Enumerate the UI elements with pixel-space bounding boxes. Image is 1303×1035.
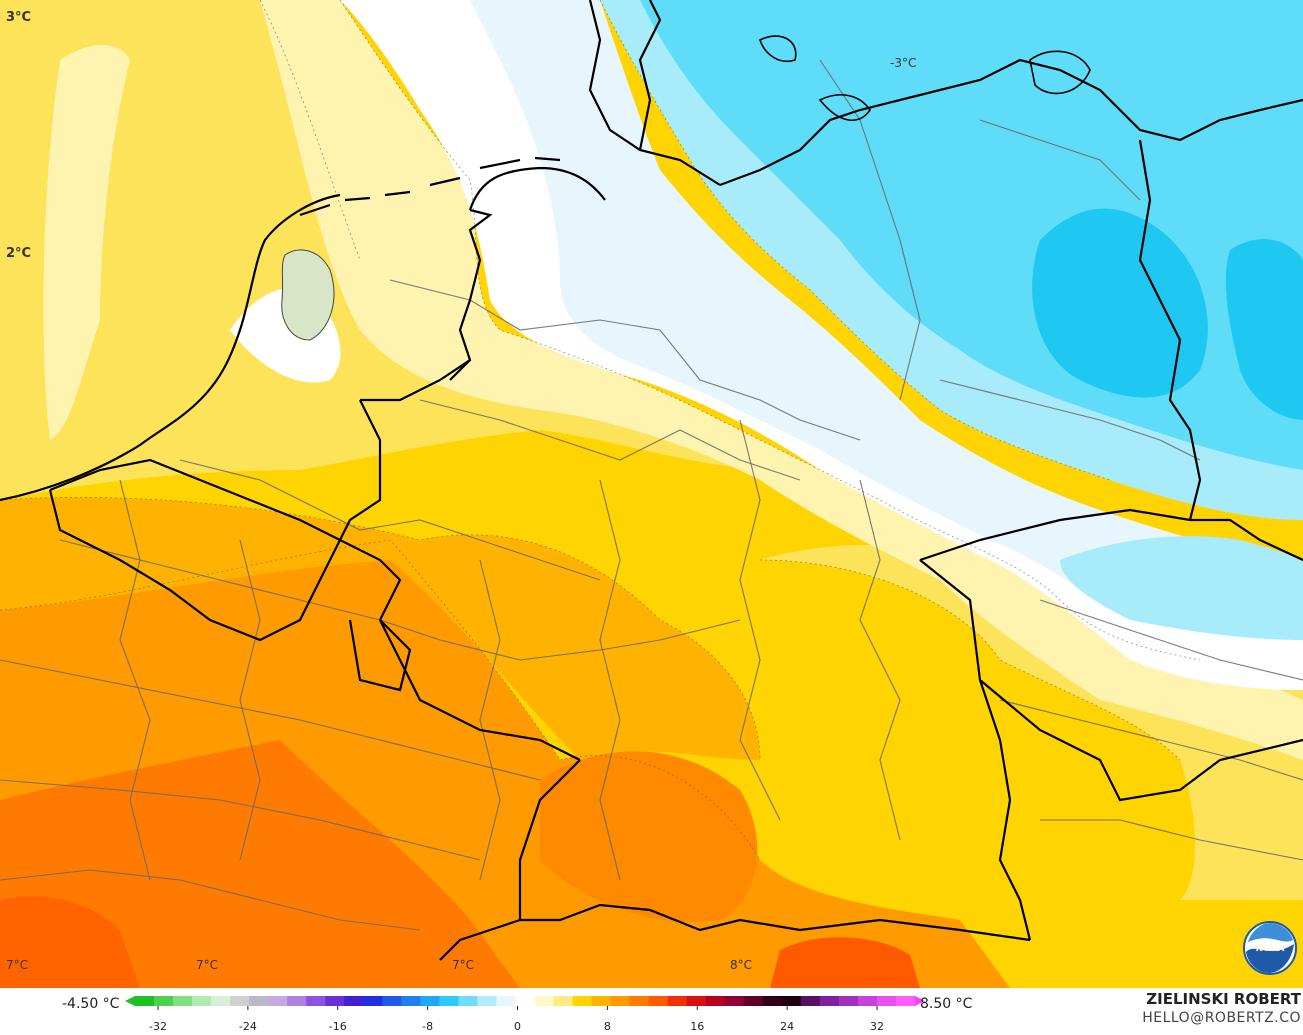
colorbar-swatch: [838, 996, 859, 1006]
contour-label-east: 8°C: [730, 958, 753, 972]
colorbar-swatches: [135, 996, 916, 1006]
contour-label-cold: -3°C: [890, 56, 917, 70]
colorbar-swatch: [230, 996, 250, 1006]
colorbar-swatch: [591, 996, 612, 1006]
ijsselmeer: [281, 249, 335, 341]
colorbar-tick-label: 0: [514, 1020, 521, 1033]
colorbar-swatch: [667, 996, 688, 1006]
colorbar-tick-label: 24: [780, 1020, 794, 1033]
colorbar-tick-label: 32: [870, 1020, 884, 1033]
colorbar-swatch: [553, 996, 574, 1006]
colorbar-swatch: [477, 996, 497, 1006]
colorbar-swatch: [363, 996, 383, 1006]
branding: ZIELINSKI ROBERT HELLO@ROBERTZ.CO: [1001, 990, 1301, 1028]
colorbar-swatch: [876, 996, 897, 1006]
colorbar-swatch: [515, 996, 536, 1006]
colorbar-swatch: [439, 996, 459, 1006]
colorbar-swatch: [287, 996, 307, 1006]
colorbar-swatch: [211, 996, 231, 1006]
legend-footer: -4.50 °C -32 -24 -16 -8 0 8 16 24 32 8.50 °C ZIE…: [0, 988, 1303, 1035]
colorbar-swatch: [895, 996, 916, 1006]
zone-cold-deep-2: [1225, 239, 1303, 420]
colorbar-swatch: [192, 996, 212, 1006]
national-borders: [0, 0, 1303, 961]
colorbar-swatch: [344, 996, 364, 1006]
colorbar-swatch: [268, 996, 288, 1006]
colorbar-swatch: [420, 996, 440, 1006]
colorbar-swatch: [458, 996, 478, 1006]
zone-red-orange-west: [0, 896, 140, 988]
colorbar-swatch: [762, 996, 783, 1006]
colorbar-swatch: [724, 996, 745, 1006]
contour-label-center: 7°C: [452, 958, 475, 972]
colorbar-swatch: [610, 996, 631, 1006]
colorbar-tick-label: 16: [690, 1020, 704, 1033]
noaa-logo-text: NOAA: [1256, 944, 1285, 954]
colorbar-swatch: [857, 996, 878, 1006]
colorbar-ticks: -32 -24 -16 -8 0 8 16 24 32: [149, 1006, 884, 1033]
contour-lines: [0, 0, 1201, 861]
colorbar-swatch: [534, 996, 555, 1006]
colorbar-swatch: [173, 996, 193, 1006]
colorbar-swatch: [154, 996, 174, 1006]
islands: [759, 35, 1091, 122]
colorbar-swatch: [135, 996, 155, 1006]
contour-label-center-west: 7°C: [196, 958, 219, 972]
colorbar-swatch: [705, 996, 726, 1006]
colorbar-swatch: [496, 996, 516, 1006]
colorbar-swatch: [325, 996, 345, 1006]
colorbar-right-arrow: [915, 996, 925, 1006]
legend-max-label: 8.50 °C: [920, 996, 973, 1012]
colorbar-swatch: [648, 996, 669, 1006]
colorbar-swatch: [249, 996, 269, 1006]
author-name: ZIELINSKI ROBERT: [1146, 990, 1301, 1008]
contour-label-west: 7°C: [6, 958, 29, 972]
zone-cold-deep: [1032, 208, 1208, 398]
zone-warmer: [0, 497, 760, 760]
colorbar-swatch: [800, 996, 821, 1006]
zone-cool-east: [1060, 536, 1303, 640]
zone-mild-west: [43, 45, 130, 440]
colorbar-tick-label: -24: [239, 1020, 257, 1033]
temperature-map: [0, 0, 1303, 988]
corner-label-mid: 2°C: [6, 246, 32, 261]
colorbar-swatch: [572, 996, 593, 1006]
admin-borders: [0, 59, 1303, 931]
colorbar-tick-label: 8: [604, 1020, 611, 1033]
colorbar-tick-label: -32: [149, 1020, 167, 1033]
colorbar-tick-label: -16: [329, 1020, 347, 1033]
zone-orange-bavaria: [540, 751, 758, 922]
colorbar-swatch: [781, 996, 802, 1006]
colorbar-swatch: [686, 996, 707, 1006]
author-email: HELLO@ROBERTZ.CO: [1142, 1010, 1301, 1026]
colorbar-swatch: [382, 996, 402, 1006]
colorbar-left-arrow: [125, 996, 135, 1006]
colorbar-tick-label: -8: [422, 1020, 433, 1033]
corner-label-top: 3°C: [6, 10, 32, 25]
colorbar-swatch: [819, 996, 840, 1006]
zone-red-orange: [770, 937, 920, 988]
colorbar: -32 -24 -16 -8 0 8 16 24 32: [125, 996, 925, 1033]
colorbar-swatch: [629, 996, 650, 1006]
noaa-logo: NOAA: [1243, 921, 1297, 975]
legend-min-label: -4.50 °C: [62, 996, 120, 1012]
zone-mild: [260, 0, 1303, 760]
colorbar-swatch: [306, 996, 326, 1006]
colorbar-swatch: [743, 996, 764, 1006]
colorbar-swatch: [401, 996, 421, 1006]
